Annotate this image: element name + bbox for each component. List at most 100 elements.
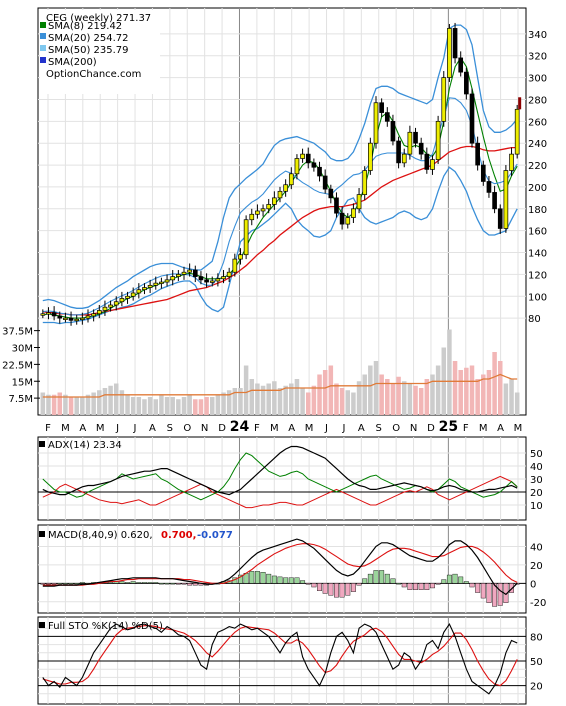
- candle-up: [187, 269, 192, 273]
- volume-tick-label: 7.5M: [8, 394, 33, 405]
- volume-bar: [396, 376, 401, 415]
- volume-bar: [221, 392, 226, 415]
- candle-down: [413, 131, 418, 144]
- macd-histogram-bar: [254, 571, 260, 584]
- macd-histogram-bar: [339, 583, 345, 598]
- candle-up: [63, 317, 68, 320]
- volume-bar: [289, 383, 294, 415]
- adx-tick-label: 50: [530, 449, 543, 460]
- macd-histogram-bar: [158, 583, 164, 585]
- price-tick-label: 220: [528, 161, 547, 172]
- x-tick-label: D: [427, 423, 435, 434]
- candle-up: [283, 184, 288, 192]
- candle-up: [514, 108, 520, 155]
- volume-bar: [413, 385, 418, 415]
- volume-bar: [385, 379, 390, 415]
- macd-signal-value: 0.700,: [161, 530, 196, 541]
- macd-histogram-bar: [413, 583, 418, 590]
- volume-bar: [215, 394, 221, 415]
- volume-ma-line: [42, 373, 518, 398]
- candle-up: [435, 120, 441, 160]
- price-tick-label: 100: [528, 292, 547, 303]
- adx-legend: ADX(14) 23.34: [39, 440, 122, 451]
- macd-histogram-bar: [407, 583, 413, 590]
- macd-tick-label: 40: [530, 542, 543, 553]
- candle-up: [147, 284, 153, 288]
- volume-bar: [181, 397, 187, 415]
- macd-histogram-bar: [164, 583, 170, 585]
- macd-panel-frame: [37, 524, 527, 614]
- candle-down: [424, 153, 430, 170]
- candle-up: [401, 153, 407, 164]
- volume-bar: [294, 379, 300, 415]
- candle-up: [113, 301, 119, 306]
- volume-bar: [85, 394, 91, 415]
- macd-histogram-bar: [40, 583, 46, 585]
- macd-histogram-bar: [492, 583, 498, 607]
- volume-bar: [492, 352, 497, 415]
- volume-bar: [469, 365, 475, 415]
- candle-up: [40, 313, 46, 316]
- candle-up: [91, 313, 96, 317]
- price-tick-label: 260: [528, 117, 547, 128]
- x-tick-label: S: [167, 423, 173, 434]
- macd-histogram-bar: [142, 582, 147, 584]
- macd-histogram-bar: [384, 573, 390, 584]
- macd-tick-label: 20: [530, 561, 543, 572]
- price-tick-label: 200: [528, 183, 547, 194]
- candle-up: [255, 210, 260, 215]
- candle-down: [204, 279, 209, 283]
- volume-bar: [486, 370, 492, 415]
- candle-up: [181, 271, 187, 275]
- legend-sma50: SMA(50) 235.79: [48, 45, 129, 56]
- macd-histogram-bar: [497, 583, 503, 606]
- candle-up: [441, 77, 447, 122]
- sto-title: Full STO %K(14) %D(5): [48, 621, 163, 632]
- price-tick-label: 180: [528, 205, 547, 216]
- macd-histogram-bar: [125, 582, 130, 584]
- volume-bar: [424, 379, 430, 415]
- macd-histogram-bar: [486, 583, 492, 603]
- macd-histogram-bar: [430, 583, 435, 589]
- volume-bar: [317, 374, 322, 415]
- legend-swatch-sma200: [40, 57, 46, 63]
- volume-bar: [503, 383, 509, 415]
- candle-down: [192, 269, 198, 277]
- sto-k-line: [42, 622, 518, 695]
- volume-bar: [300, 388, 305, 415]
- volume-bar: [373, 361, 379, 415]
- candle-up: [266, 204, 272, 210]
- volume-bar: [147, 397, 153, 415]
- macd-hist-value: -0.077: [197, 530, 233, 541]
- x-tick-label: A: [79, 423, 86, 434]
- volume-bar: [40, 392, 46, 415]
- macd-histogram-bar: [238, 574, 243, 584]
- candle-up: [176, 274, 181, 277]
- volume-bar: [249, 379, 255, 415]
- macd-histogram-bar: [396, 583, 402, 585]
- volume-bar: [509, 379, 514, 415]
- x-tick-label: N: [201, 423, 208, 434]
- price-tick-label: 140: [528, 249, 547, 260]
- price-tick-label: 240: [528, 139, 547, 150]
- volume-bar: [322, 370, 328, 415]
- volume-bar: [193, 399, 198, 415]
- volume-bar: [255, 383, 260, 415]
- macd-histogram-bar: [441, 579, 447, 584]
- x-tick-label: F: [254, 423, 260, 434]
- macd-swatch: [39, 531, 45, 537]
- volume-bar: [51, 394, 57, 415]
- volume-tick-label: 22.5M: [2, 360, 33, 371]
- candle-up: [288, 173, 294, 186]
- candle-down: [334, 197, 339, 214]
- x-tick-label: M: [270, 423, 279, 434]
- adx-line: [42, 445, 518, 496]
- macd-signal-line: [42, 543, 518, 586]
- macd-histogram-bar: [469, 583, 475, 588]
- macd-histogram-bar: [317, 583, 322, 591]
- volume-bar: [379, 374, 384, 415]
- volume-bar: [497, 361, 503, 415]
- volume-bar: [351, 392, 356, 415]
- x-tick-label: M: [514, 423, 523, 434]
- macd-histogram-bar: [435, 583, 441, 585]
